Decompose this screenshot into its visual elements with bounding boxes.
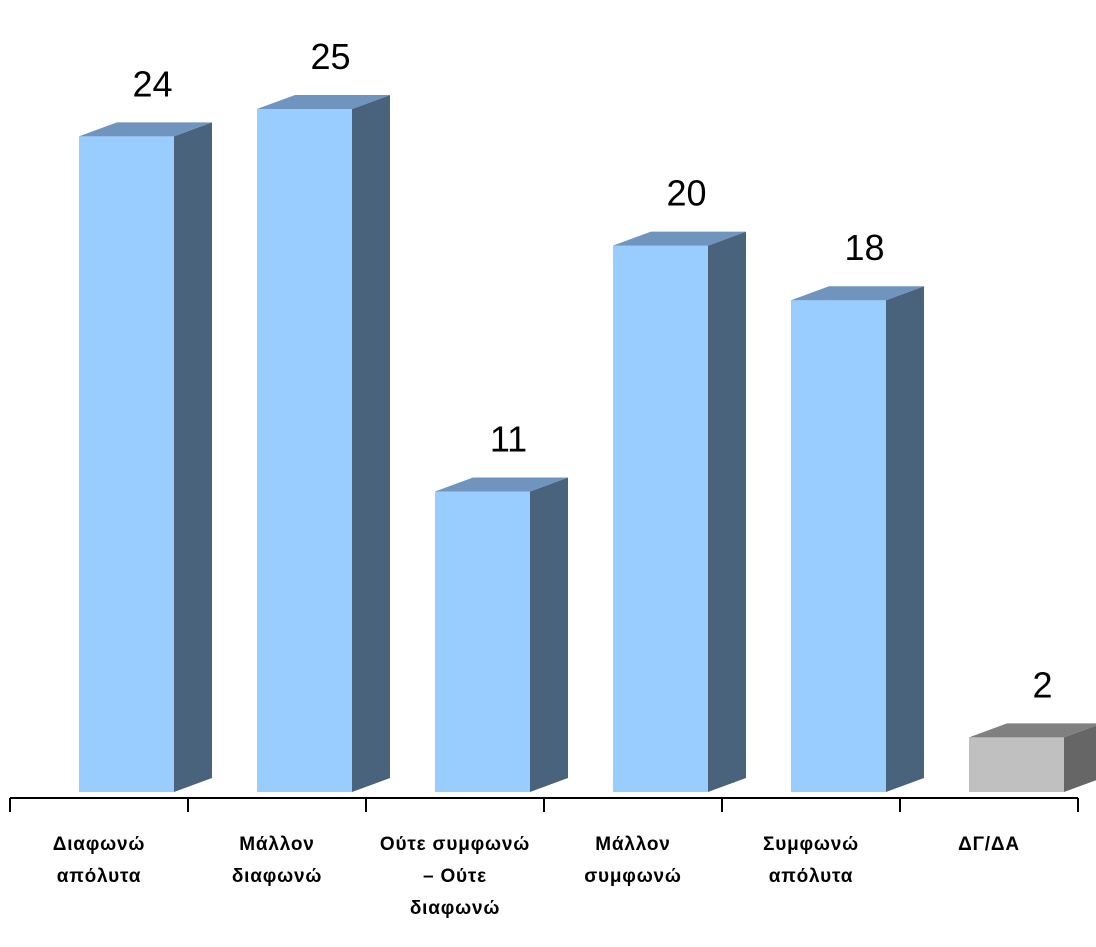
bar-front [79,136,174,792]
bar-side [1064,725,1096,792]
x-tick-label: Διαφωνώ απόλυτα [53,834,145,887]
bar [257,95,390,792]
x-tick-label-line: – Ούτε [423,866,487,887]
bar [613,231,746,793]
x-tick-label-line: συμφωνώ [584,866,682,887]
value-labels: 24 25 11 20 18 2 [132,36,1052,705]
x-tick-label-line: Συμφωνώ [763,834,859,855]
bar-side [352,95,390,792]
bar [435,477,568,792]
x-tick-label-line: απόλυτα [57,866,141,887]
x-tick-label: Μάλλον διαφωνώ [232,834,322,887]
bars-layer [79,95,1096,793]
x-tick-label-line: Διαφωνώ [53,834,145,855]
bar-front [257,109,352,792]
bar-front [435,491,530,792]
bar-top [79,122,212,137]
data-label: 24 [132,63,172,104]
bar-front [791,300,886,792]
bar-side [530,477,568,792]
x-tick-label-line: Μάλλον [595,834,670,855]
bar [969,723,1096,792]
category-labels: Διαφωνώ απόλυτα Μάλλον διαφωνώ Ούτε συμφωνώ –… [53,834,1020,919]
data-label: 2 [1032,664,1052,705]
x-tick-label: Συμφωνώ απόλυτα [763,834,859,887]
bar [791,286,924,792]
x-axis [9,797,1079,812]
x-tick-label: Μάλλον συμφωνώ [584,834,682,887]
data-label: 11 [490,418,527,459]
x-tick-label-line: Μάλλον [239,834,314,855]
x-tick-label: Ούτε συμφωνώ – Ούτε διαφωνώ [380,834,530,919]
bar-front [969,737,1064,792]
bar-side [708,231,746,793]
data-label: 20 [666,173,706,214]
x-tick-label-line: Ούτε συμφωνώ [380,834,530,855]
x-tick-label: ΔΓ/ΔΑ [958,834,1020,855]
bar-side [886,286,924,792]
data-label: 25 [310,36,350,77]
bar-side [174,122,212,792]
bar [79,122,212,792]
bar-top [791,286,924,301]
bar-top [969,723,1096,738]
bar-top [257,95,390,109]
bar-front [613,245,708,793]
x-tick-label-line: διαφωνώ [410,898,500,919]
x-tick-label-line: διαφωνώ [232,866,322,887]
x-tick-label-line: ΔΓ/ΔΑ [958,834,1020,855]
bar-top [435,477,568,492]
data-label: 18 [844,227,884,268]
bar-top [613,231,746,246]
x-tick-label-line: απόλυτα [769,866,853,887]
